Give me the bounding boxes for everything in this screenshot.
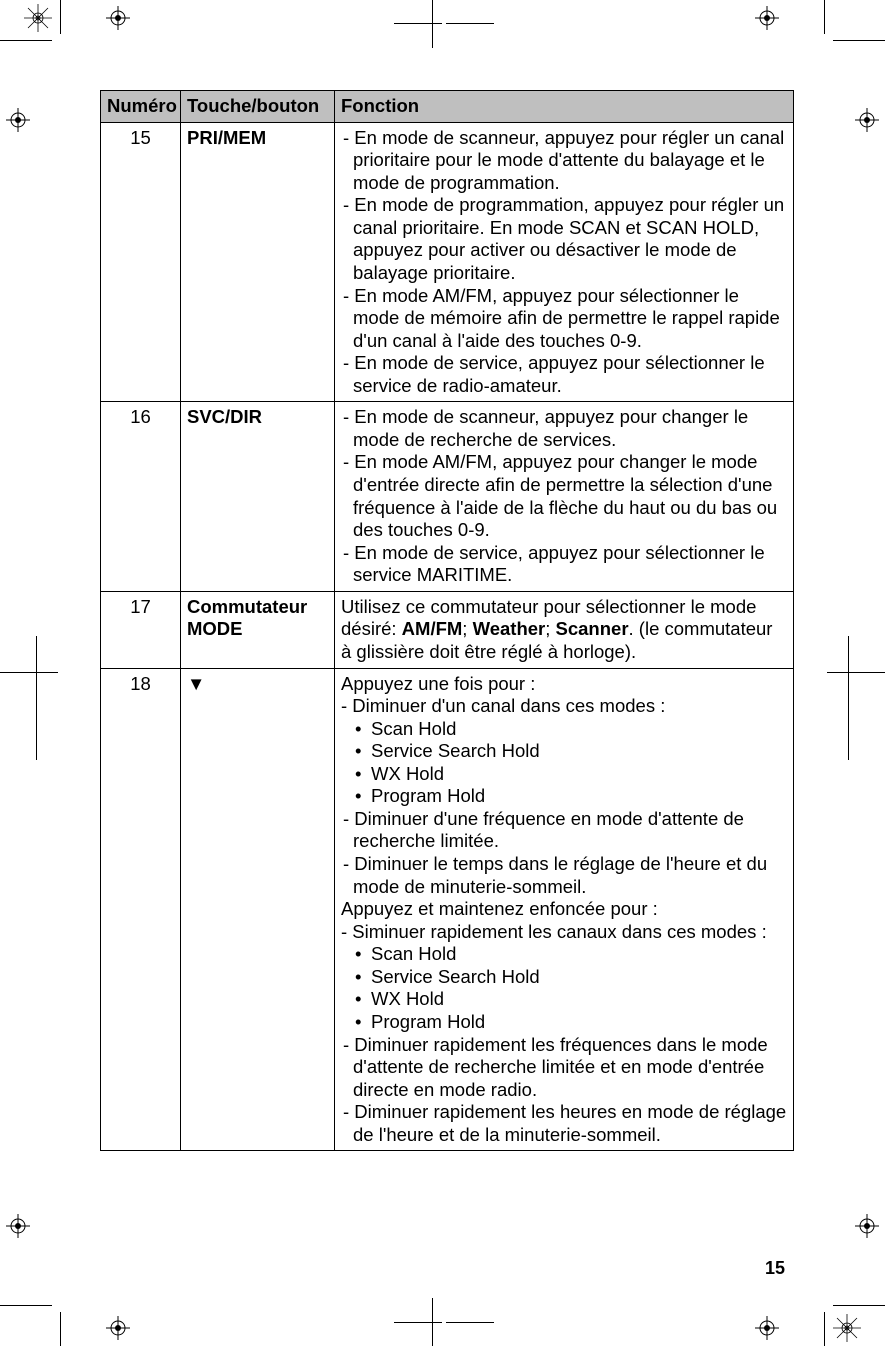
- registration-mark-icon: [106, 6, 130, 30]
- row-key: SVC/DIR: [181, 402, 335, 592]
- down-arrow-icon: ▼: [187, 673, 205, 694]
- fn-line: - Diminuer d'une fréquence en mode d'att…: [341, 808, 787, 853]
- fn-bold: AM/FM: [402, 618, 463, 639]
- row-key: PRI/MEM: [181, 122, 335, 402]
- registration-mark-icon: [755, 6, 779, 30]
- row-fn: Appuyez une fois pour : - Diminuer d'un …: [335, 668, 794, 1151]
- print-corner-mark-tl: [24, 4, 52, 32]
- crop-mark: [824, 0, 825, 34]
- crop-mark: [60, 0, 61, 34]
- row-key: Commutateur MODE: [181, 591, 335, 668]
- fn-line: - Diminuer le temps dans le réglage de l…: [341, 853, 787, 898]
- page-number: 15: [765, 1258, 785, 1279]
- table-row: 18 ▼ Appuyez une fois pour : - Diminuer …: [101, 668, 794, 1151]
- fn-sep: ;: [462, 618, 472, 639]
- list-item: Scan Hold: [359, 718, 787, 741]
- col-header-numero: Numéro: [101, 91, 181, 123]
- registration-mark-icon: [855, 1214, 879, 1238]
- list-item: Scan Hold: [359, 943, 787, 966]
- list-item: Service Search Hold: [359, 740, 787, 763]
- registration-mark-icon: [106, 1316, 130, 1340]
- crop-mark: [0, 40, 52, 41]
- fn-bold: Scanner: [556, 618, 629, 639]
- fn-line: - En mode de scanneur, appuyez pour chan…: [341, 406, 787, 451]
- row-num: 17: [101, 591, 181, 668]
- fn-line: - Diminuer d'un canal dans ces modes :: [341, 695, 787, 718]
- list-item: WX Hold: [359, 988, 787, 1011]
- fn-bold: Weather: [473, 618, 546, 639]
- crop-mark: [0, 672, 58, 673]
- row-fn: - En mode de scanneur, appuyez pour chan…: [335, 402, 794, 592]
- registration-mark-icon: [6, 1214, 30, 1238]
- table-row: 15 PRI/MEM - En mode de scanneur, appuye…: [101, 122, 794, 402]
- crop-mark: [394, 23, 442, 24]
- page-content: Numéro Touche/bouton Fonction 15 PRI/MEM…: [100, 90, 794, 1151]
- crop-mark: [848, 680, 849, 760]
- col-header-touche: Touche/bouton: [181, 91, 335, 123]
- table-row: 16 SVC/DIR - En mode de scanneur, appuye…: [101, 402, 794, 592]
- fn-line: - Diminuer rapidement les heures en mode…: [341, 1101, 787, 1146]
- row-num: 16: [101, 402, 181, 592]
- crop-mark: [394, 1322, 442, 1323]
- crop-mark: [824, 1312, 825, 1346]
- fn-line: - En mode de service, appuyez pour sélec…: [341, 352, 787, 397]
- registration-mark-icon: [755, 1316, 779, 1340]
- list-item: Service Search Hold: [359, 966, 787, 989]
- col-header-fonction: Fonction: [335, 91, 794, 123]
- registration-mark-icon: [6, 108, 30, 132]
- fn-line: Appuyez une fois pour :: [341, 673, 787, 696]
- table-row: 17 Commutateur MODE Utilisez ce commutat…: [101, 591, 794, 668]
- row-fn: - En mode de scanneur, appuyez pour régl…: [335, 122, 794, 402]
- fn-line: - En mode AM/FM, appuyez pour sélectionn…: [341, 285, 787, 353]
- bullet-list: Scan Hold Service Search Hold WX Hold Pr…: [341, 943, 787, 1033]
- row-num: 18: [101, 668, 181, 1151]
- fn-line: - En mode AM/FM, appuyez pour changer le…: [341, 451, 787, 541]
- row-num: 15: [101, 122, 181, 402]
- fn-line: Appuyez et maintenez enfoncée pour :: [341, 898, 787, 921]
- bullet-list: Scan Hold Service Search Hold WX Hold Pr…: [341, 718, 787, 808]
- crop-mark: [60, 1312, 61, 1346]
- crop-mark: [833, 1305, 885, 1306]
- fn-line: - Siminuer rapidement les canaux dans ce…: [341, 921, 787, 944]
- fn-line: - Diminuer rapidement les fréquences dan…: [341, 1034, 787, 1102]
- crop-mark: [0, 1305, 52, 1306]
- fn-line: - En mode de service, appuyez pour sélec…: [341, 542, 787, 587]
- row-key: ▼: [181, 668, 335, 1151]
- crop-mark: [446, 23, 494, 24]
- row-fn: Utilisez ce commutateur pour sélectionne…: [335, 591, 794, 668]
- list-item: WX Hold: [359, 763, 787, 786]
- crop-mark: [446, 1322, 494, 1323]
- list-item: Program Hold: [359, 785, 787, 808]
- crop-mark: [827, 672, 885, 673]
- crop-mark: [432, 0, 433, 48]
- fn-line: - En mode de programmation, appuyez pour…: [341, 194, 787, 284]
- fn-sep: ;: [545, 618, 555, 639]
- registration-mark-icon: [855, 108, 879, 132]
- fn-line: - En mode de scanneur, appuyez pour régl…: [341, 127, 787, 195]
- crop-mark: [36, 680, 37, 760]
- list-item: Program Hold: [359, 1011, 787, 1034]
- reference-table: Numéro Touche/bouton Fonction 15 PRI/MEM…: [100, 90, 794, 1151]
- crop-mark: [833, 40, 885, 41]
- print-corner-mark-br: [833, 1314, 861, 1342]
